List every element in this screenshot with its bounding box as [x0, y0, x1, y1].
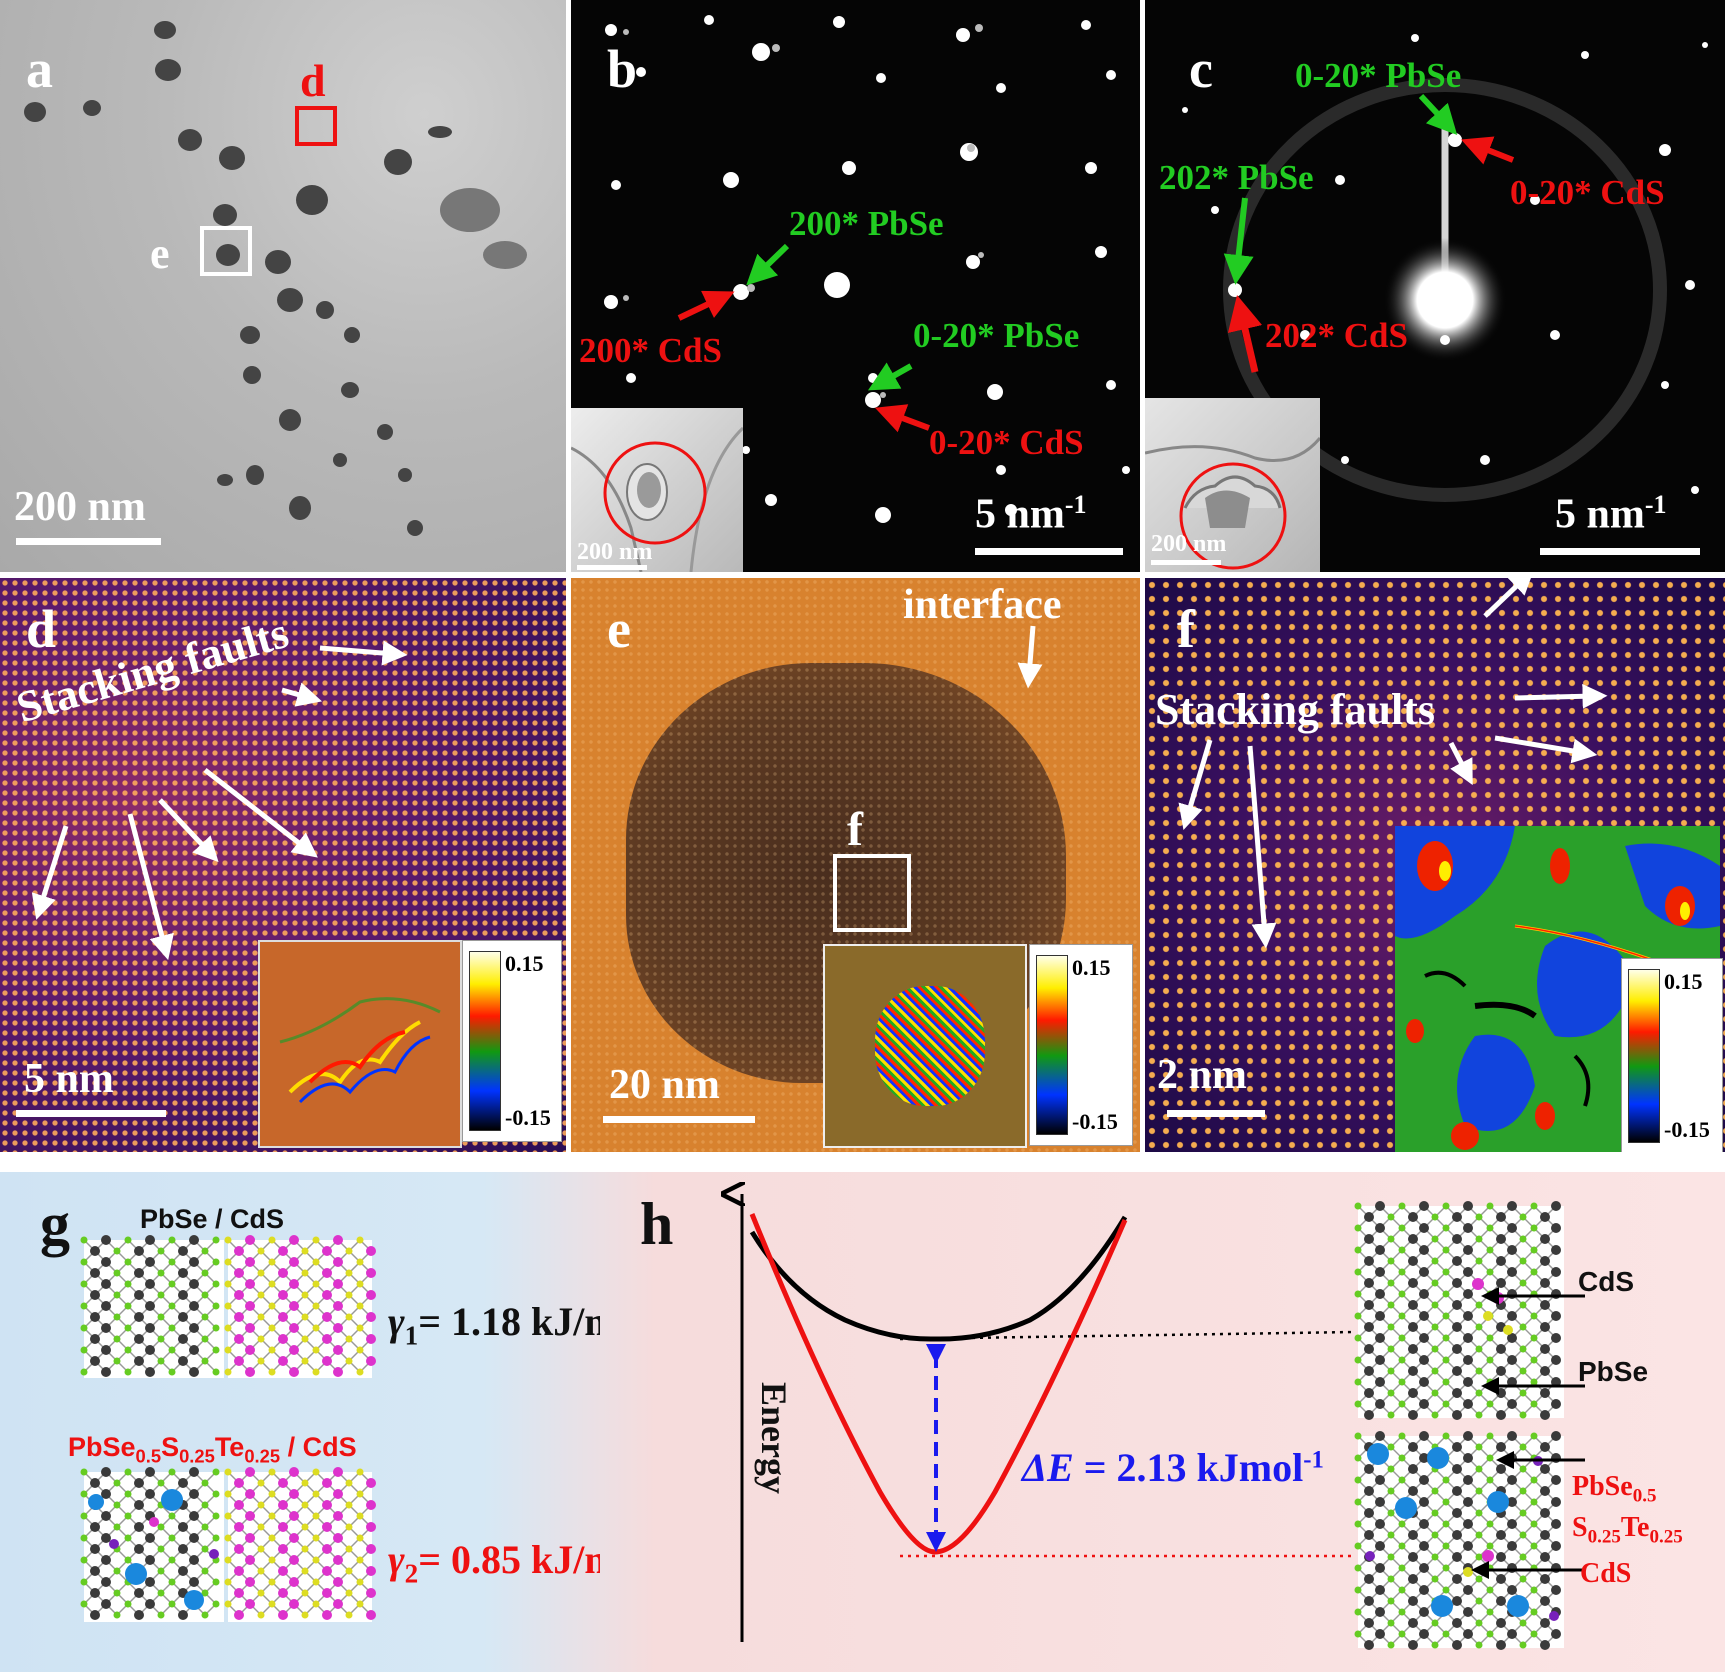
panel-b-inset: 200 nm — [571, 408, 743, 572]
panel-d-scale-label: 5 nm — [24, 1056, 114, 1102]
panel-a-box-d-label: d — [300, 55, 326, 106]
panel-e-colorbar: 0.15 -0.15 — [1029, 944, 1133, 1146]
panel-e: 0.15 -0.15 e interface f 20 nm — [571, 578, 1140, 1152]
panel-f-colorbar-min: -0.15 — [1664, 1117, 1710, 1142]
panel-e-strain-map — [823, 944, 1027, 1148]
panel-d: 0.15 -0.15 d Stacking faults 5 nm — [0, 578, 566, 1152]
panel-e-colorbar-min: -0.15 — [1072, 1109, 1118, 1134]
panel-a: a d e 200 nm — [0, 0, 566, 572]
panel-d-strain-map — [258, 940, 462, 1148]
panel-b-annotation-020-pbse: 0-20* PbSe — [913, 316, 1080, 355]
panel-b-label: b — [607, 39, 638, 99]
panel-d-strain-map-pattern — [279, 997, 441, 1104]
panel-e-colorbar-gradient — [1036, 955, 1068, 1135]
panel-b-annotation-200-pbse: 200* PbSe — [789, 204, 944, 243]
panel-h-bottom-label-alloy: PbSe0.5 S0.25Te0.25 — [1572, 1471, 1683, 1549]
panel-b-annotation-020-cds: 0-20* CdS — [929, 423, 1084, 462]
panel-a-box-e-label: e — [150, 229, 170, 278]
panel-h-bottom-label-cds: CdS — [1580, 1558, 1632, 1589]
panel-g-title-2: PbSe0.5S0.25Te0.25 / CdS — [68, 1432, 357, 1467]
panel-c-inset-scale-label: 200 nm — [1151, 531, 1227, 557]
panel-b-annotation-200-cds: 200* CdS — [579, 331, 722, 370]
panel-h-delta-e: ΔE = 2.13 kJmol-1 — [1022, 1445, 1324, 1490]
panel-b-inset-scale-bar — [577, 565, 647, 570]
panel-b-inset-scale-label: 200 nm — [577, 539, 653, 565]
panel-d-colorbar-min: -0.15 — [505, 1105, 551, 1130]
panel-b-diffraction — [604, 15, 1130, 523]
panel-e-label: e — [607, 599, 631, 659]
panel-e-scale-label: 20 nm — [609, 1062, 720, 1108]
panel-e-interface-label: interface — [903, 582, 1062, 628]
panel-a-scale-bar — [16, 538, 161, 545]
panel-g-label: g — [40, 1191, 70, 1257]
panel-f-scale-bar — [1167, 1110, 1265, 1117]
panel-c-annotation-202-cds: 202* CdS — [1265, 316, 1408, 355]
panel-g: g PbSe / CdS PbSe0.5S0.25Te0.25 / CdS γ1… — [0, 1172, 600, 1672]
panel-h-red-curve — [749, 1213, 1128, 1555]
panel-b: 200 nm b 200* PbSe 200* CdS 0-20* PbSe 0… — [571, 0, 1140, 572]
panel-a-label: a — [26, 39, 53, 99]
panel-e-scale-bar — [603, 1116, 755, 1123]
panel-a-scale-label: 200 nm — [14, 484, 146, 530]
panel-e-colorbar-max: 0.15 — [1072, 955, 1111, 980]
panel-g-structure-alloy — [80, 1467, 224, 1622]
panel-c-inset: 200 nm — [1145, 398, 1320, 572]
panel-f-colorbar-max: 0.15 — [1664, 969, 1703, 994]
panel-h-structure-top — [1354, 1201, 1564, 1420]
panel-f-strain-map-pattern — [1395, 826, 1720, 1150]
panel-c-diffraction — [1182, 34, 1708, 502]
panel-g-structure-pbse — [80, 1235, 224, 1378]
panel-e-overlays — [833, 625, 1043, 932]
panel-h-top-label-cds: CdS — [1578, 1266, 1634, 1297]
panel-d-label: d — [26, 599, 57, 659]
panel-g-gamma-2: γ2= 0.85 kJ/m2 — [388, 1537, 600, 1589]
panel-e-strain-map-blob — [875, 986, 985, 1106]
panel-h-energy-label: Energy — [754, 1382, 794, 1494]
panel-b-scale-label: 5 nm-1 — [975, 490, 1087, 538]
panel-c-arrows — [1223, 93, 1515, 373]
panel-f-label: f — [1177, 599, 1195, 659]
panel-h-label: h — [640, 1191, 674, 1257]
panel-c-inset-image — [1145, 437, 1320, 570]
panel-c-inset-scale-bar — [1151, 560, 1221, 565]
panel-g-structures — [80, 1235, 376, 1622]
panel-d-colorbar-max: 0.15 — [505, 951, 544, 976]
panel-h-structure-bottom — [1354, 1431, 1564, 1650]
panel-f-arrows — [1178, 578, 1608, 949]
panel-g-structure-cds-2 — [224, 1467, 376, 1622]
panel-f-stacking-faults-label: Stacking faults — [1155, 685, 1435, 734]
panel-c-scale-label: 5 nm-1 — [1555, 490, 1667, 538]
panel-f-scale-label: 2 nm — [1157, 1052, 1247, 1098]
panel-c-label: c — [1189, 39, 1213, 99]
panel-c-scale-bar — [1540, 548, 1700, 555]
panel-b-scale-bar — [975, 548, 1123, 555]
panel-b-arrows — [677, 243, 931, 433]
panel-h-top-label-pbse: PbSe — [1578, 1356, 1649, 1387]
panel-h-diagram — [600, 1172, 1585, 1650]
panel-h-black-curve — [749, 1215, 1128, 1342]
panel-h: h Energy ΔE = 2.13 kJmol-1 CdS PbSe PbSe… — [600, 1172, 1725, 1672]
panel-g-title-1: PbSe / CdS — [140, 1204, 285, 1234]
panel-c-annotation-020-cds: 0-20* CdS — [1510, 173, 1665, 212]
panel-c-annotation-202-pbse: 202* PbSe — [1159, 158, 1314, 197]
panel-c: 200 nm c 0-20* PbSe 0-20* CdS 202* PbSe … — [1145, 0, 1725, 572]
panel-f: 0.15 -0.15 f Stacking faults 2 nm — [1145, 578, 1725, 1152]
panel-c-annotation-020-pbse: 0-20* PbSe — [1295, 56, 1462, 95]
panel-f-colorbar-gradient — [1628, 969, 1660, 1143]
panel-g-gamma-1: γ1= 1.18 kJ/m2 — [388, 1299, 600, 1351]
panel-a-particles — [24, 21, 527, 536]
panel-g-structure-cds — [224, 1235, 376, 1378]
panel-b-inset-image — [571, 426, 743, 572]
panel-d-scale-bar — [16, 1110, 166, 1117]
panel-d-arrows — [31, 640, 408, 961]
panel-d-colorbar-gradient — [469, 951, 501, 1131]
panel-f-colorbar: 0.15 -0.15 — [1621, 958, 1723, 1152]
panel-e-box-f-label: f — [847, 803, 863, 856]
panel-d-colorbar: 0.15 -0.15 — [462, 940, 562, 1142]
